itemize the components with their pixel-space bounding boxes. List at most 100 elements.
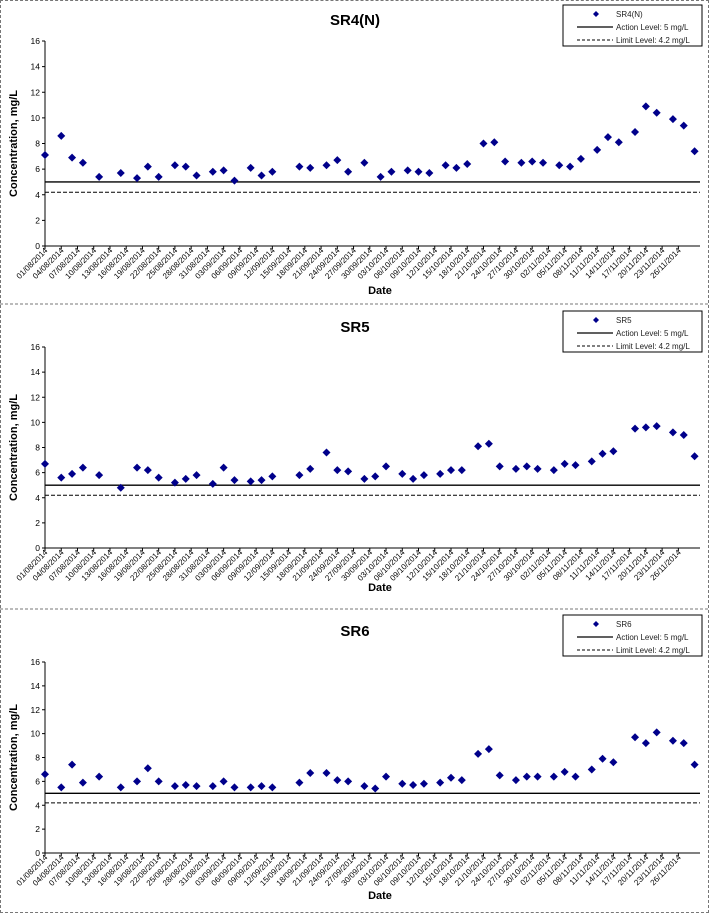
data-point xyxy=(257,476,266,485)
data-point xyxy=(474,442,483,451)
y-tick-label: 2 xyxy=(35,518,40,528)
y-tick-label: 0 xyxy=(35,241,40,251)
data-point xyxy=(533,464,542,473)
y-tick-label: 12 xyxy=(31,705,41,715)
data-point xyxy=(41,151,49,160)
data-point xyxy=(154,172,163,181)
data-point xyxy=(436,778,445,787)
data-point xyxy=(68,469,77,478)
data-point xyxy=(631,733,640,742)
data-point xyxy=(219,777,228,786)
data-point xyxy=(631,424,640,433)
data-point xyxy=(566,162,575,171)
data-point xyxy=(95,172,104,181)
y-tick-label: 0 xyxy=(35,543,40,553)
data-point xyxy=(192,171,201,180)
y-tick-label: 14 xyxy=(31,62,41,72)
data-point xyxy=(95,772,104,781)
y-tick-label: 12 xyxy=(31,392,41,402)
data-point xyxy=(409,780,418,789)
data-point xyxy=(652,422,661,431)
data-point xyxy=(95,471,104,480)
legend-marker-series xyxy=(593,317,599,323)
data-point xyxy=(587,765,596,774)
data-point xyxy=(495,462,504,471)
data-point xyxy=(257,171,266,180)
data-point xyxy=(690,452,699,461)
data-point xyxy=(463,160,472,168)
data-point xyxy=(170,161,179,170)
data-point xyxy=(609,758,618,767)
data-point xyxy=(208,782,217,791)
x-axis-label: Date xyxy=(368,285,392,297)
data-point xyxy=(609,447,618,456)
y-tick-label: 8 xyxy=(35,443,40,453)
data-point xyxy=(560,767,569,776)
data-point xyxy=(246,477,255,486)
y-tick-label: 4 xyxy=(35,190,40,200)
data-point xyxy=(116,483,125,492)
x-axis-label: Date xyxy=(368,890,392,902)
y-tick-label: 16 xyxy=(31,342,41,352)
data-point xyxy=(495,771,504,780)
data-point xyxy=(539,158,548,167)
legend-marker-series xyxy=(593,621,599,627)
data-point xyxy=(414,167,423,176)
data-point xyxy=(690,760,699,769)
y-tick-label: 10 xyxy=(31,729,41,739)
data-point xyxy=(41,770,49,779)
data-point xyxy=(419,471,428,480)
data-point xyxy=(181,162,190,171)
data-point xyxy=(668,115,677,124)
data-point xyxy=(78,463,87,472)
data-point xyxy=(631,127,640,136)
data-point xyxy=(371,472,380,481)
data-point xyxy=(484,745,493,754)
data-point xyxy=(306,163,315,172)
data-point xyxy=(333,776,342,785)
y-tick-label: 8 xyxy=(35,753,40,763)
legend-box xyxy=(562,4,703,47)
data-point xyxy=(652,108,661,117)
y-tick-label: 4 xyxy=(35,493,40,503)
y-tick-label: 6 xyxy=(35,164,40,174)
data-point xyxy=(479,139,488,148)
data-point xyxy=(170,478,179,487)
data-point xyxy=(484,439,493,448)
data-point xyxy=(116,168,125,177)
data-point xyxy=(641,423,650,432)
data-point xyxy=(409,474,418,483)
data-point xyxy=(398,779,407,788)
y-tick-label: 2 xyxy=(35,824,40,834)
data-point xyxy=(511,464,520,473)
data-point xyxy=(306,769,315,778)
data-point xyxy=(268,167,277,176)
data-point xyxy=(457,466,466,475)
data-point xyxy=(208,167,217,176)
legend-label: SR6 xyxy=(616,620,632,629)
data-point xyxy=(295,778,304,787)
data-point xyxy=(571,461,580,470)
data-point xyxy=(528,157,537,166)
data-point xyxy=(533,772,542,781)
data-point xyxy=(441,161,450,170)
data-point xyxy=(230,476,239,485)
data-point xyxy=(344,167,353,176)
y-tick-label: 2 xyxy=(35,215,40,225)
y-tick-label: 10 xyxy=(31,417,41,427)
data-point xyxy=(598,754,607,763)
data-point xyxy=(522,772,531,781)
data-point xyxy=(490,138,499,147)
data-point xyxy=(344,777,353,786)
data-point xyxy=(360,782,369,791)
data-point xyxy=(593,145,602,154)
data-point xyxy=(181,780,190,789)
data-point xyxy=(41,459,49,468)
data-point xyxy=(192,471,201,480)
data-point xyxy=(230,176,239,185)
data-point xyxy=(57,131,66,140)
data-point xyxy=(549,466,558,475)
